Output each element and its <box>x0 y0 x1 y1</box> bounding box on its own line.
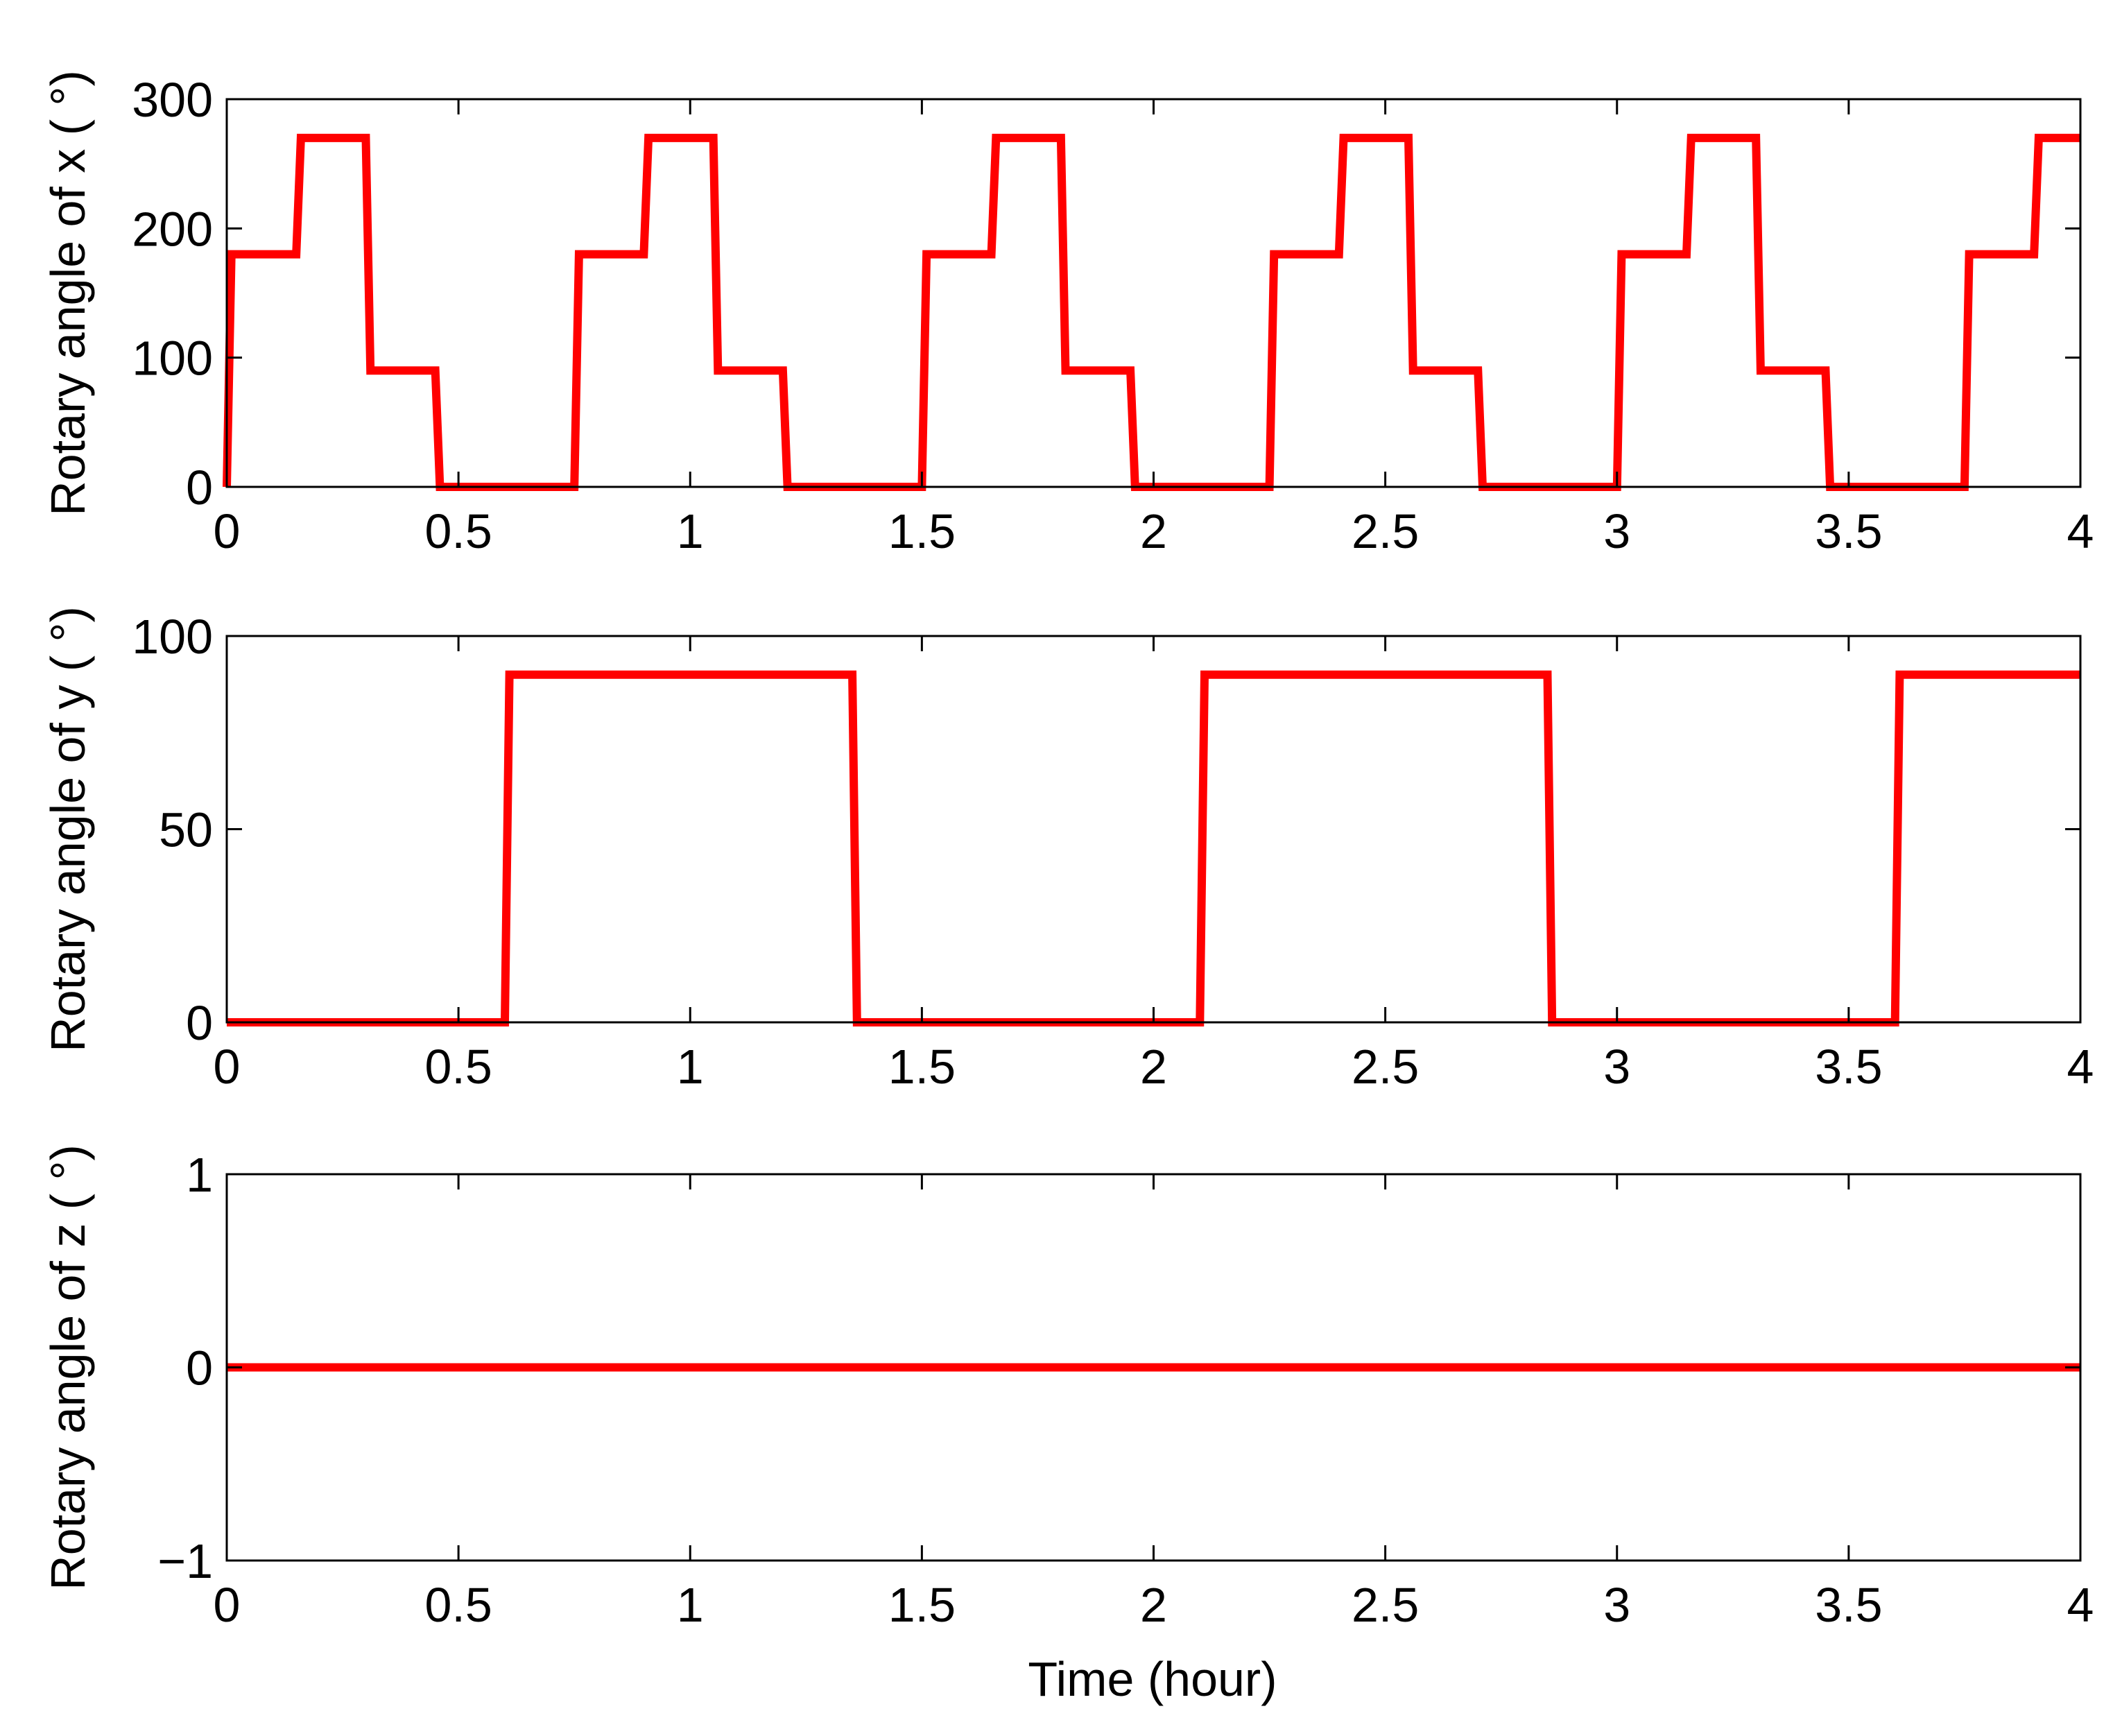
x-tick-label: 3.5 <box>1815 1578 1882 1632</box>
subplot-1: 0 0.5 1 1.5 2 2.5 3 3.5 4 0 100 200 300 Rotary angle … <box>41 70 2094 558</box>
x-tick-label: 2 <box>1140 1578 1167 1632</box>
x-tick-label: 0.5 <box>424 1578 492 1632</box>
x-tick-label: 3.5 <box>1815 504 1882 558</box>
series-line <box>227 670 2080 1026</box>
x-tick-label: 0 <box>214 1578 241 1632</box>
x-tick-label: 0.5 <box>424 504 492 558</box>
x-tick-label: 2.5 <box>1352 1040 1419 1094</box>
y-tick-label: 0 <box>186 461 213 515</box>
x-tick-label: 4 <box>2067 504 2094 558</box>
x-tick-label: 1.5 <box>888 1040 956 1094</box>
y-tick-label: 50 <box>159 803 213 857</box>
y-tick-label: −1 <box>157 1534 213 1588</box>
y-tick-label: 300 <box>132 73 213 127</box>
x-tick-label: 0.5 <box>424 1040 492 1094</box>
x-tick-label: 2.5 <box>1352 504 1419 558</box>
y-tick-label: 200 <box>132 202 213 256</box>
y-axis-label: Rotary angle of x ( °) <box>41 70 95 516</box>
x-tick-label: 1 <box>677 1578 704 1632</box>
x-tick-label: 3 <box>1603 1040 1630 1094</box>
y-tick-label: 0 <box>186 996 213 1050</box>
x-tick-label: 4 <box>2067 1040 2094 1094</box>
x-tick-label: 1 <box>677 504 704 558</box>
x-tick-label: 0 <box>214 1040 241 1094</box>
y-axis-label: Rotary angle of y ( °) <box>41 606 95 1052</box>
x-tick-label: 2.5 <box>1352 1578 1419 1632</box>
subplot-2: 0 0.5 1 1.5 2 2.5 3 3.5 4 0 50 100 Rotary angle of y… <box>41 606 2094 1094</box>
x-axis-label: Time (hour) <box>1028 1652 1277 1706</box>
x-tick-label: 4 <box>2067 1578 2094 1632</box>
x-tick-label: 2 <box>1140 504 1167 558</box>
x-tick-label: 1 <box>677 1040 704 1094</box>
x-tick-label: 0 <box>214 504 241 558</box>
x-tick-label: 3.5 <box>1815 1040 1882 1094</box>
x-tick-label: 2 <box>1140 1040 1167 1094</box>
x-tick-label: 3 <box>1603 504 1630 558</box>
y-axis-label: Rotary angle of z ( °) <box>41 1144 95 1590</box>
x-tick-label: 1.5 <box>888 504 956 558</box>
y-tick-label: 100 <box>132 610 213 664</box>
x-tick-label: 3 <box>1603 1578 1630 1632</box>
y-tick-label: 1 <box>186 1148 213 1202</box>
y-tick-label: 100 <box>132 332 213 386</box>
x-tick-label: 1.5 <box>888 1578 956 1632</box>
y-tick-label: 0 <box>186 1341 213 1395</box>
